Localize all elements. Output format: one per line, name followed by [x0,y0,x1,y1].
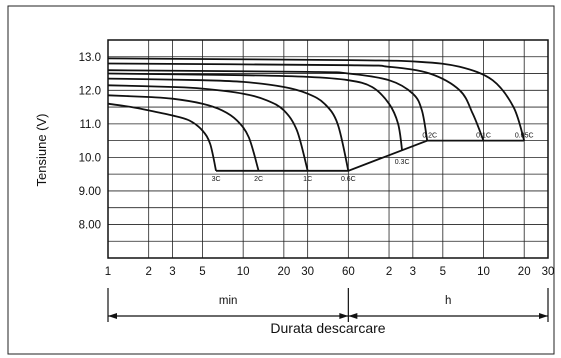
outer-frame [7,5,555,355]
y-tick-label: 11.0 [79,119,101,131]
segment-arrow [108,313,117,319]
discharge-curve [107,72,403,151]
discharge-curve [107,57,526,141]
x-tick-label: 3 [169,266,175,278]
segment-arrow [539,313,548,319]
y-tick-label: 13.0 [79,52,101,64]
x-tick-label: 30 [542,266,555,278]
x-tick-label: 30 [301,266,314,278]
x-tick-label: 5 [440,266,446,278]
curve-label: 1C [303,176,312,183]
x-tick-label: 20 [277,266,290,278]
curve-label: 0.3C [395,159,410,166]
x-tick-label: 2 [386,266,392,278]
discharge-curve [107,62,485,141]
y-tick-label: 12.0 [79,85,101,97]
curve-label: 0.2C [422,132,437,139]
x-axis-label: Durata descarcare [270,320,385,336]
curve-label: 2C [254,176,263,183]
series-lines [107,57,526,172]
discharge-curve [107,69,429,141]
curve-label: 0.05C [515,132,534,139]
x-tick-label: 3 [410,266,416,278]
plot-area-border [107,39,549,259]
curve-label: 0.6C [341,176,356,183]
curve-label: 0.1C [476,132,491,139]
discharge-curve [107,77,350,171]
x-tick-label: 5 [199,266,205,278]
x-tick-label: 2 [145,266,151,278]
y-tick-label: 10.0 [79,152,101,164]
discharge-curve [107,84,309,172]
segment-label: min [219,295,238,307]
duration-segments: min h [107,288,549,322]
segment-label: h [445,295,451,307]
series-labels: 3C 2C 1C 0.6C 0.3C 0.2C 0.1C 0.05C [212,132,534,183]
segment-arrow [339,313,349,319]
tick-labels: 1 2 3 5 10 20 30 60 2 3 5 10 20 30 8.00 9.00 10.0 11.0 12.… [79,52,555,278]
y-tick-label: 8.00 [79,219,101,231]
cutoff-line [216,139,525,172]
segment-arrow [348,313,358,319]
x-tick-label: 10 [237,266,250,278]
curve-label: 3C [212,176,221,183]
y-axis-label: Tensiune (V) [34,114,49,187]
x-tick-label: 10 [477,266,490,278]
x-tick-label: 60 [342,266,355,278]
y-tick-label: 9.00 [79,186,101,198]
cutoff-polyline [216,139,525,172]
x-tick-label: 1 [105,266,111,278]
discharge-curve [107,94,260,172]
discharge-curve [107,102,217,171]
x-tick-label: 20 [518,266,531,278]
